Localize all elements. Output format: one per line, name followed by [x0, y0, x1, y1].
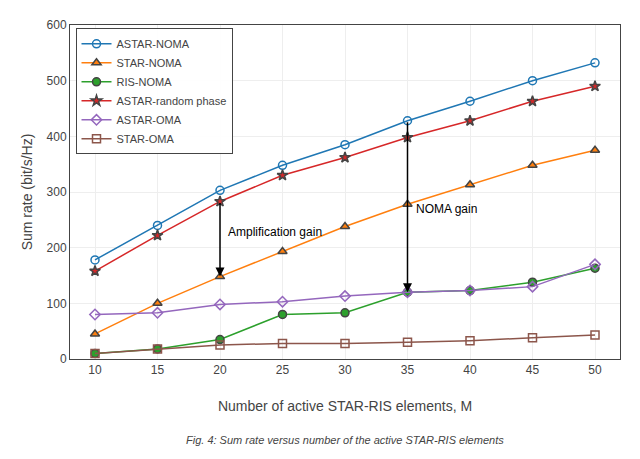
- svg-text:ASTAR-random phase: ASTAR-random phase: [117, 95, 227, 107]
- svg-text:Number of active STAR-RIS elem: Number of active STAR-RIS elements, M: [218, 398, 472, 414]
- svg-text:30: 30: [338, 363, 352, 377]
- svg-text:Fig. 4: Sum rate versus number: Fig. 4: Sum rate versus number of the ac…: [186, 434, 504, 446]
- svg-text:35: 35: [401, 363, 415, 377]
- svg-text:Amplification gain: Amplification gain: [228, 225, 322, 239]
- svg-text:100: 100: [47, 297, 67, 311]
- svg-text:400: 400: [47, 130, 67, 144]
- svg-text:STAR-NOMA: STAR-NOMA: [117, 57, 183, 69]
- svg-text:NOMA gain: NOMA gain: [416, 202, 477, 216]
- svg-text:50: 50: [588, 363, 602, 377]
- svg-text:ASTAR-NOMA: ASTAR-NOMA: [117, 38, 190, 50]
- svg-text:40: 40: [463, 363, 477, 377]
- svg-text:200: 200: [47, 241, 67, 255]
- svg-text:15: 15: [151, 363, 165, 377]
- svg-text:Sum rate (bit/s/Hz): Sum rate (bit/s/Hz): [19, 134, 35, 251]
- svg-text:STAR-OMA: STAR-OMA: [117, 133, 175, 145]
- svg-text:0: 0: [60, 352, 67, 366]
- svg-text:20: 20: [213, 363, 227, 377]
- svg-text:300: 300: [47, 185, 67, 199]
- svg-text:500: 500: [47, 74, 67, 88]
- svg-text:10: 10: [88, 363, 102, 377]
- svg-text:600: 600: [47, 18, 67, 32]
- svg-text:RIS-NOMA: RIS-NOMA: [117, 76, 173, 88]
- svg-text:45: 45: [526, 363, 540, 377]
- svg-text:25: 25: [276, 363, 290, 377]
- svg-text:ASTAR-OMA: ASTAR-OMA: [117, 114, 182, 126]
